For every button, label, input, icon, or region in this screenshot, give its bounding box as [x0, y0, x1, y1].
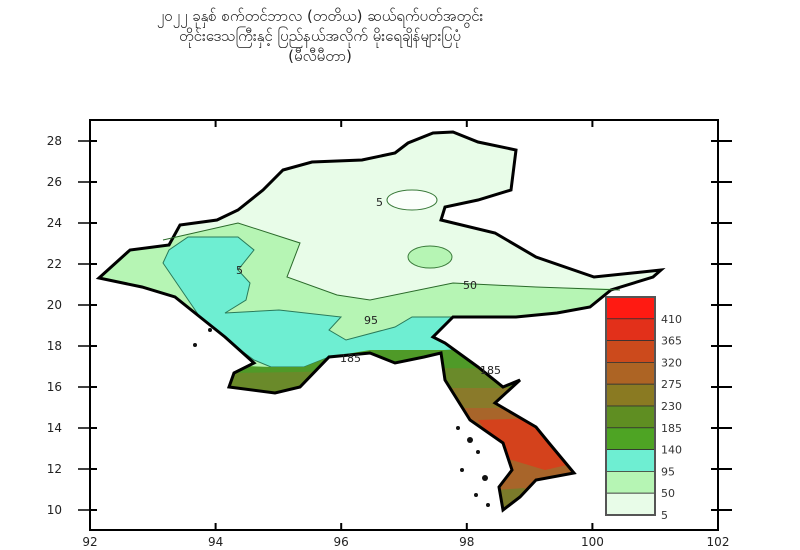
y-tick-label: 24: [47, 216, 62, 230]
colorbar-swatch: [605, 427, 656, 450]
colorbar-frame: [605, 296, 656, 516]
colorbar-swatch: [605, 296, 656, 320]
y-tick-label: 16: [47, 380, 62, 394]
contour-label: 50: [463, 279, 477, 292]
zone-320-365: [478, 418, 580, 470]
colorbar-label: 140: [661, 444, 682, 457]
colorbar-swatch: [605, 383, 656, 407]
colorbar-swatch: [605, 361, 656, 385]
x-tick-label: 94: [208, 535, 223, 549]
x-tick-label: 92: [82, 535, 97, 549]
x-tick-label: 96: [334, 535, 349, 549]
map-title-unit: (မီလီမီတာ): [288, 47, 352, 65]
colorbar-swatch: [605, 470, 656, 494]
y-tick-label: 28: [47, 134, 62, 148]
y-tick-label: 10: [47, 503, 62, 517]
contour-label: 185: [480, 364, 501, 377]
y-tick-label: 22: [47, 257, 62, 271]
x-tick-label: 100: [581, 535, 604, 549]
colorbar-label: 230: [661, 400, 682, 413]
x-tick-label: 102: [707, 535, 730, 549]
colorbar-swatch: [605, 340, 656, 363]
colorbar-label: 410: [661, 313, 682, 326]
colorbar-label: 50: [661, 487, 675, 500]
colorbar-label: 275: [661, 378, 682, 391]
colorbar-label: 320: [661, 356, 682, 369]
colorbar-label: 365: [661, 335, 682, 348]
contour-label: 95: [364, 314, 378, 327]
colorbar: 410 365 320 275 230 185 140 95 50 5: [605, 296, 682, 522]
contour-50: [162, 222, 621, 301]
y-tick-label: 14: [47, 421, 62, 435]
map-axes: 92 94 96 98 100 102 28 26 24 22 20 18 16 14 12 10: [47, 120, 732, 549]
colorbar-swatch: [605, 449, 656, 472]
zone-50-95-patch: [407, 245, 453, 269]
contour-label: 185: [340, 352, 361, 365]
contour-label: 5: [376, 196, 383, 209]
contour-label: 5: [236, 264, 243, 277]
map-title-line-1: ၂၀၂၂ ခုနှစ် စက်တင်ဘာလ (တတိယ) ဆယ်ရက်ပတ်အတ…: [156, 7, 484, 25]
y-tick-label: 20: [47, 298, 62, 312]
colorbar-label: 5: [661, 509, 668, 522]
colorbar-label: 95: [661, 465, 675, 478]
colorbar-swatch: [605, 318, 656, 341]
islands: [193, 328, 490, 507]
zone-below-5-patch: [386, 189, 438, 211]
map-frame: [89, 119, 719, 531]
colorbar-swatch: [605, 405, 656, 429]
colorbar-swatch: [605, 492, 656, 516]
x-tick-label: 98: [459, 535, 474, 549]
colorbar-label: 185: [661, 422, 682, 435]
y-tick-label: 18: [47, 339, 62, 353]
map-title-line-2: တိုင်းဒေသကြီးနှင့် ပြည်နယ်အလိုက် မိုးရေခ…: [179, 27, 461, 45]
y-tick-label: 12: [47, 462, 62, 476]
y-tick-label: 26: [47, 175, 62, 189]
